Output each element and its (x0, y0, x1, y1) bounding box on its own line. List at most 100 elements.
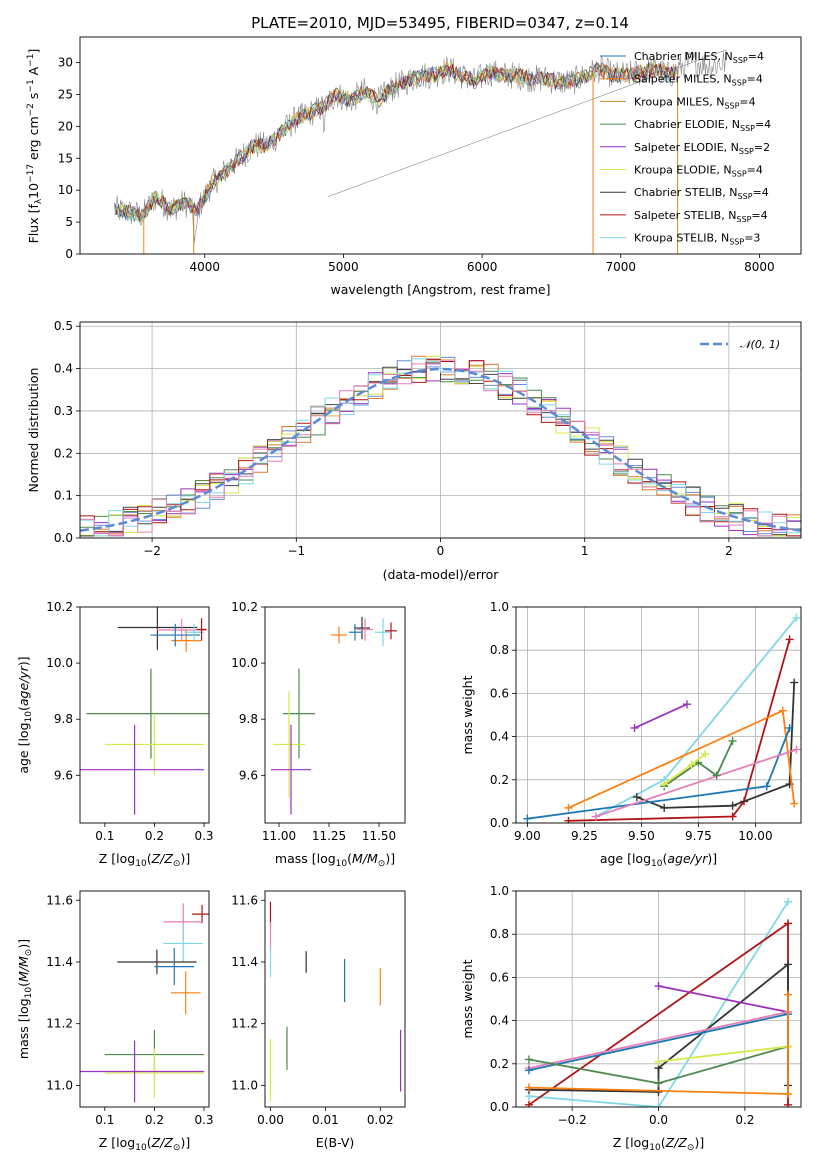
legend-label-end: =3 (744, 232, 760, 245)
y-tick-label: 20 (58, 119, 73, 133)
mass-weight-marker (790, 678, 799, 687)
legend-label-end: =4 (747, 164, 763, 177)
y-tick-label: 0.0 (490, 816, 509, 830)
x-tick-label: 6000 (467, 260, 498, 274)
y-tick-label: 10.2 (231, 600, 258, 614)
y-tick-label: 0.1 (54, 489, 73, 503)
panel-4: 9.00 9.25 9.50 9.75 10.00 0.0 0.2 0.4 0.6 0.8 1.0 a… (460, 600, 802, 869)
y-tick-label: 9.6 (54, 768, 73, 782)
x-tick-label: −0.2 (558, 1113, 587, 1127)
legend-label-main: Kroupa ELODIE, N (634, 164, 732, 177)
y-tick-label: 11.6 (231, 893, 258, 907)
mass-weight-marker (762, 782, 771, 791)
y-tick-label: 15 (58, 151, 73, 165)
spectrum-model-line (114, 62, 677, 224)
legend-label-main: Salpeter ELODIE, N (634, 141, 739, 154)
y-tick-label: 0.5 (54, 319, 73, 333)
spectrum-model-line (114, 62, 677, 224)
mass-weight-line (663, 740, 734, 788)
label-part: ( (147, 1135, 152, 1150)
x-tick-label: 0.1 (95, 1113, 114, 1127)
legend-label: Salpeter STELIB, NSSP=4 (634, 209, 768, 224)
x-axis-label: Z [log10(Z/Z⊙)] (99, 851, 190, 869)
x-tick-label: 9.50 (628, 829, 655, 843)
panel-6: 0.00 0.01 0.02 11.0 11.2 11.4 11.6 E(B-V) (231, 890, 406, 1150)
label-part: )] (180, 1135, 190, 1150)
x-axis-label: Z [log10(Z/Z⊙)] (613, 1135, 704, 1153)
y-tick-label: 10.0 (231, 656, 258, 670)
label-part: age [log (16, 722, 31, 773)
label-part: age/yr (16, 665, 31, 706)
axes-frame (264, 890, 406, 1108)
y-tick-label: 0.3 (54, 404, 73, 418)
y-tick-label: 10.2 (46, 600, 73, 614)
mass-weight-marker (660, 780, 669, 789)
y-tick-label: 11.0 (231, 1078, 258, 1092)
mass-weight-marker (591, 812, 600, 821)
x-tick-label: −1 (287, 544, 305, 558)
mass-weight-marker (790, 799, 799, 808)
label-part: ⊙ (687, 1143, 695, 1153)
label-part: mass [log (16, 998, 31, 1059)
normal-reference-curve (80, 367, 801, 532)
x-tick-label: 10.00 (738, 829, 772, 843)
legend-label-end: =4 (747, 73, 763, 86)
x-tick-label: 0.2 (145, 829, 164, 843)
mass-weight-line (528, 901, 789, 1107)
legend-label: 𝒩(0, 1) (740, 338, 780, 351)
x-tick-label: 0.1 (95, 829, 114, 843)
y-tick-label: 11.6 (46, 893, 73, 907)
x-tick-label: 0.02 (367, 1113, 394, 1127)
x-tick-label: 0.2 (735, 1113, 754, 1127)
legend-label-sub: SSP (733, 56, 748, 65)
label-part: ( (16, 982, 31, 987)
label-part: −17 (26, 164, 36, 183)
label-part: 10 (651, 859, 663, 869)
y-tick-label: 0.8 (490, 927, 509, 941)
legend-label-end: =4 (739, 95, 755, 108)
x-tick-label: 9.25 (571, 829, 598, 843)
legend-label-sub: SSP (732, 170, 747, 179)
label-part: Z [log (99, 851, 135, 866)
x-axis-label: mass [log10(M/M⊙)] (275, 851, 395, 869)
histogram-step (80, 359, 801, 537)
panel-1: −2 −1 0 1 2 0.0 0.1 0.2 0.3 0.4 0.5 (data-model)/er… (26, 319, 802, 582)
legend-label-main: Chabrier MILES, N (634, 50, 733, 63)
mass-weight-marker (660, 803, 669, 812)
label-part: mass [log (275, 851, 336, 866)
mass-weight-line (528, 1011, 789, 1069)
mass-weight-marker (792, 613, 801, 622)
spectrum-title: PLATE=2010, MJD=53495, FIBERID=0347, z=0… (251, 14, 629, 32)
mass-weight-line (634, 703, 688, 729)
legend-label: Salpeter ELODIE, NSSP=2 (634, 141, 770, 156)
label-part: 10 (135, 1143, 147, 1153)
y-tick-label: 11.2 (231, 1017, 258, 1031)
mass-weight-marker (728, 736, 737, 745)
mass-weight-line (636, 682, 796, 809)
axes-frame (79, 890, 210, 1108)
x-tick-label: 9.00 (514, 829, 541, 843)
mass-weight-marker (792, 745, 801, 754)
mass-weight-marker (728, 801, 737, 810)
legend-label-sub: SSP (729, 238, 744, 247)
y-tick-label: 11.4 (46, 955, 73, 969)
plot-area (269, 901, 402, 1101)
mass-weight-line (528, 1013, 789, 1072)
mass-weight-marker (784, 897, 793, 906)
plot-area (523, 613, 801, 823)
y-tick-label: 25 (58, 87, 73, 101)
x-tick-label: 0.3 (194, 829, 213, 843)
mass-weight-marker (654, 1057, 663, 1066)
mass-weight-line (658, 985, 789, 1013)
label-part: Z [log (613, 1135, 649, 1150)
y-tick-label: 0.8 (490, 643, 509, 657)
legend-label-main: Kroupa STELIB, N (634, 232, 729, 245)
y-tick-label: 11.2 (46, 1017, 73, 1031)
y-tick-label: 0.4 (490, 1014, 509, 1028)
y-tick-label: 30 (58, 56, 73, 70)
y-tick-label: 0.4 (490, 730, 509, 744)
mass-weight-marker (784, 990, 793, 999)
label-part: −2 (26, 103, 36, 116)
legend-label: Kroupa MILES, NSSP=4 (634, 95, 756, 110)
